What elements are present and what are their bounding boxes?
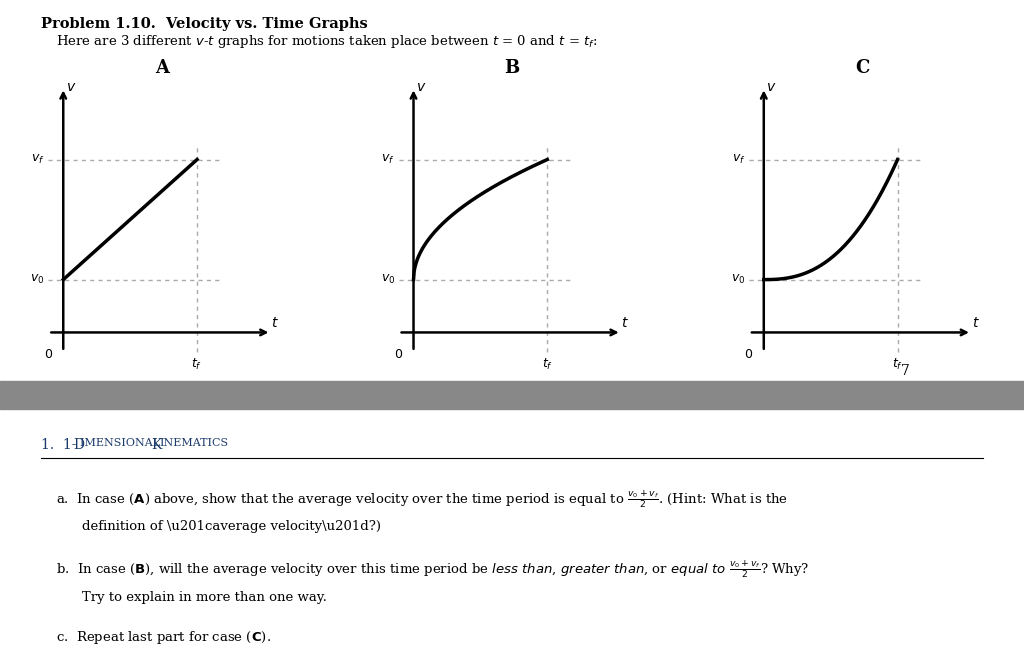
Text: INEMATICS: INEMATICS — [160, 438, 229, 448]
Text: Problem 1.10.  Velocity vs. Time Graphs: Problem 1.10. Velocity vs. Time Graphs — [41, 17, 368, 31]
Text: $v_f$: $v_f$ — [731, 153, 745, 166]
Text: A: A — [155, 59, 169, 77]
Text: $0$: $0$ — [744, 348, 754, 361]
Text: b.  In case ($\mathbf{B}$), will the average velocity over this time period be $: b. In case ($\mathbf{B}$), will the aver… — [56, 559, 810, 581]
Text: $v_0$: $v_0$ — [381, 273, 395, 286]
Text: $v$: $v$ — [416, 80, 426, 94]
Text: $t_f$: $t_f$ — [191, 357, 203, 371]
Text: $0$: $0$ — [394, 348, 403, 361]
Text: $t$: $t$ — [972, 316, 980, 330]
Text: a.  In case ($\mathbf{A}$) above, show that the average velocity over the time p: a. In case ($\mathbf{A}$) above, show th… — [56, 488, 788, 510]
Text: Try to explain in more than one way.: Try to explain in more than one way. — [82, 591, 327, 603]
Text: $0$: $0$ — [44, 348, 53, 361]
Text: $t_f$: $t_f$ — [892, 357, 903, 371]
Text: $t_f$: $t_f$ — [542, 357, 553, 371]
Text: $t$: $t$ — [271, 316, 279, 330]
Text: B: B — [505, 59, 519, 77]
Text: c.  Repeat last part for case ($\mathbf{C}$).: c. Repeat last part for case ($\mathbf{C… — [56, 629, 271, 646]
Text: C: C — [855, 59, 869, 77]
Text: $v$: $v$ — [766, 80, 776, 94]
Text: $v_0$: $v_0$ — [731, 273, 745, 286]
Text: definition of \u201caverage velocity\u201d?): definition of \u201caverage velocity\u20… — [82, 520, 381, 533]
Text: K: K — [152, 438, 162, 452]
Text: IMENSIONAL: IMENSIONAL — [80, 438, 164, 448]
Text: $v_f$: $v_f$ — [31, 153, 45, 166]
Text: $v_0$: $v_0$ — [31, 273, 45, 286]
Text: Here are 3 different $v$-$t$ graphs for motions taken place between $t$ = 0 and : Here are 3 different $v$-$t$ graphs for … — [56, 33, 598, 50]
Text: $t$: $t$ — [622, 316, 630, 330]
Text: D: D — [74, 438, 85, 452]
Text: $v$: $v$ — [66, 80, 76, 94]
Text: $v_f$: $v_f$ — [381, 153, 395, 166]
Text: 1.  1-: 1. 1- — [41, 438, 77, 452]
Text: 7: 7 — [901, 364, 910, 378]
